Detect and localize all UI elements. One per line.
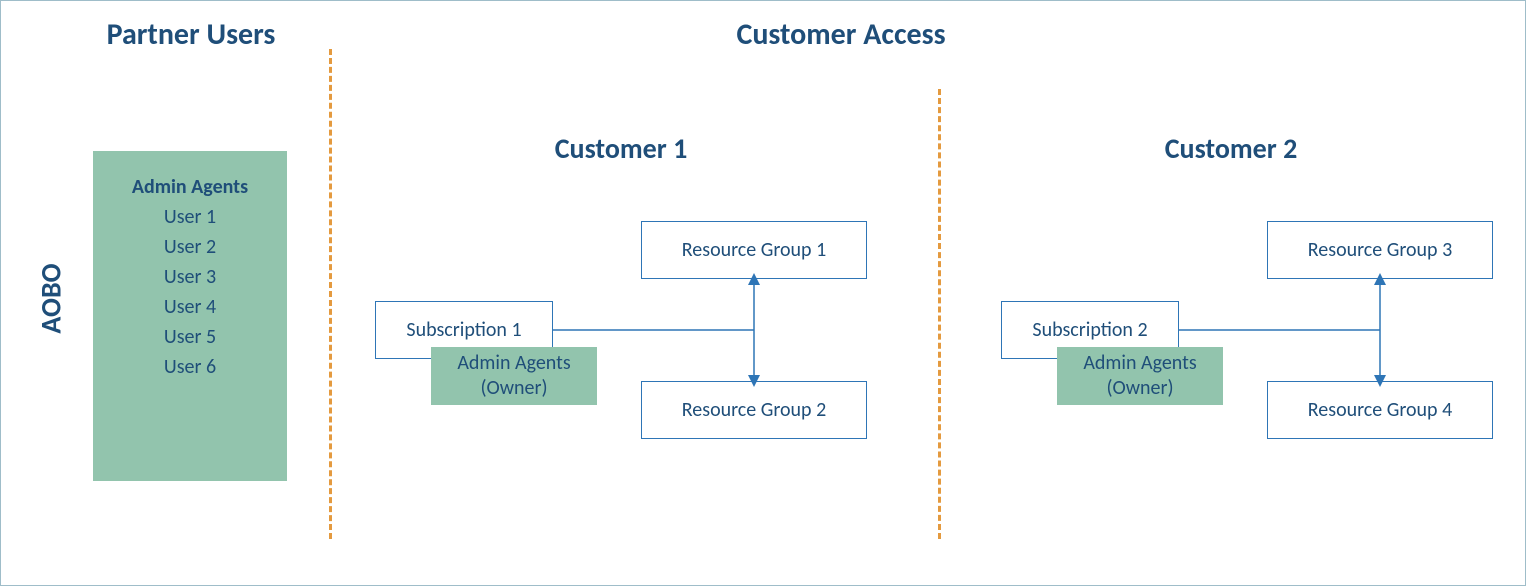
diagram-canvas: Partner Users Customer Access AOBO Admin… xyxy=(0,0,1526,586)
connector-arrows xyxy=(1,1,1526,587)
